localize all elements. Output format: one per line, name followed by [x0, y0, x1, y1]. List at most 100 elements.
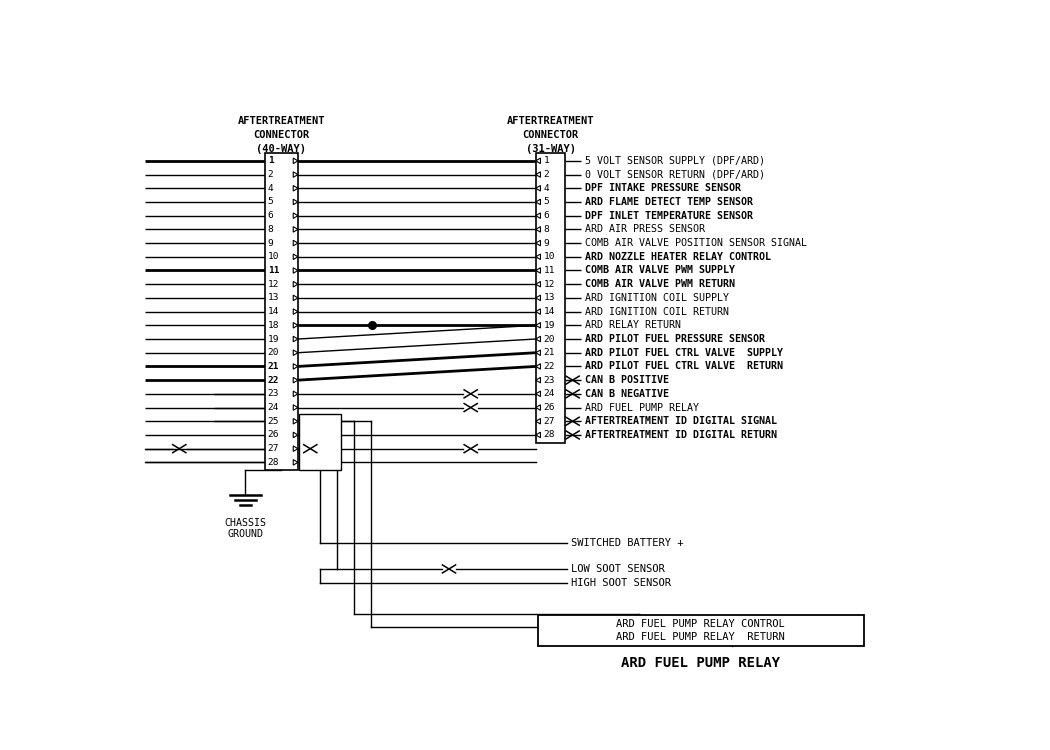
- Text: 9: 9: [544, 238, 549, 248]
- Text: 19: 19: [268, 334, 279, 344]
- Polygon shape: [536, 158, 541, 164]
- Polygon shape: [293, 336, 298, 342]
- Text: 6: 6: [544, 211, 549, 220]
- Polygon shape: [536, 377, 541, 383]
- Text: AFTERTREATMENT: AFTERTREATMENT: [507, 116, 594, 126]
- Polygon shape: [293, 296, 298, 301]
- Polygon shape: [536, 309, 541, 314]
- Text: 18: 18: [268, 321, 279, 330]
- Text: 14: 14: [544, 307, 555, 316]
- Text: 4: 4: [268, 184, 273, 193]
- Text: 2: 2: [544, 170, 549, 179]
- Text: DPF INTAKE PRESSURE SENSOR: DPF INTAKE PRESSURE SENSOR: [585, 183, 740, 194]
- Text: ARD FLAME DETECT TEMP SENSOR: ARD FLAME DETECT TEMP SENSOR: [585, 197, 753, 207]
- Text: 24: 24: [544, 389, 555, 398]
- Text: 2: 2: [268, 170, 273, 179]
- Text: 26: 26: [544, 403, 555, 412]
- Polygon shape: [536, 322, 541, 328]
- Polygon shape: [293, 213, 298, 218]
- Polygon shape: [536, 281, 541, 287]
- Text: 27: 27: [544, 417, 555, 426]
- Text: ARD FUEL PUMP RELAY: ARD FUEL PUMP RELAY: [622, 656, 780, 670]
- Polygon shape: [293, 172, 298, 177]
- Polygon shape: [293, 158, 298, 164]
- Text: HIGH SOOT SENSOR: HIGH SOOT SENSOR: [571, 578, 671, 588]
- Polygon shape: [293, 350, 298, 355]
- Text: ARD PILOT FUEL PRESSURE SENSOR: ARD PILOT FUEL PRESSURE SENSOR: [585, 334, 764, 344]
- Text: 13: 13: [268, 293, 279, 302]
- Text: 1: 1: [268, 156, 273, 165]
- Polygon shape: [536, 172, 541, 177]
- Text: 12: 12: [268, 280, 279, 289]
- Text: ARD FUEL PUMP RELAY CONTROL: ARD FUEL PUMP RELAY CONTROL: [616, 619, 785, 628]
- Polygon shape: [293, 391, 298, 397]
- Text: 28: 28: [268, 458, 279, 466]
- Text: 9: 9: [268, 238, 273, 248]
- Text: COMB AIR VALVE PWM RETURN: COMB AIR VALVE PWM RETURN: [585, 279, 735, 290]
- Text: LOW SOOT SENSOR: LOW SOOT SENSOR: [571, 564, 665, 574]
- Polygon shape: [536, 240, 541, 246]
- Polygon shape: [293, 419, 298, 424]
- Bar: [298, 413, 341, 470]
- Text: 10: 10: [268, 252, 279, 261]
- Polygon shape: [293, 432, 298, 438]
- Text: ARD AIR PRESS SENSOR: ARD AIR PRESS SENSOR: [585, 224, 705, 234]
- Text: COMB AIR VALVE POSITION SENSOR SIGNAL: COMB AIR VALVE POSITION SENSOR SIGNAL: [585, 238, 806, 248]
- Text: 1: 1: [544, 156, 549, 165]
- Text: (40-WAY): (40-WAY): [256, 144, 307, 154]
- Text: 12: 12: [544, 280, 555, 289]
- Text: 20: 20: [268, 348, 279, 357]
- Text: 24: 24: [268, 403, 279, 412]
- Text: CONNECTOR: CONNECTOR: [523, 130, 579, 140]
- Polygon shape: [536, 254, 541, 260]
- Text: 25: 25: [268, 417, 279, 426]
- Polygon shape: [536, 405, 541, 410]
- Text: ARD RELAY RETURN: ARD RELAY RETURN: [585, 320, 680, 330]
- Polygon shape: [293, 405, 298, 410]
- Text: 22: 22: [268, 376, 279, 385]
- Text: CAN B POSITIVE: CAN B POSITIVE: [585, 375, 669, 386]
- Text: 5: 5: [268, 197, 273, 206]
- Polygon shape: [536, 432, 541, 438]
- Text: AFTERTREATMENT ID DIGITAL RETURN: AFTERTREATMENT ID DIGITAL RETURN: [585, 430, 777, 440]
- Text: 8: 8: [268, 225, 273, 234]
- Polygon shape: [536, 364, 541, 369]
- Text: 5 VOLT SENSOR SUPPLY (DPF/ARD): 5 VOLT SENSOR SUPPLY (DPF/ARD): [585, 156, 764, 166]
- Text: ARD IGNITION COIL RETURN: ARD IGNITION COIL RETURN: [585, 307, 729, 316]
- Text: AFTERTREATMENT: AFTERTREATMENT: [237, 116, 324, 126]
- Text: ARD PILOT FUEL CTRL VALVE  SUPPLY: ARD PILOT FUEL CTRL VALVE SUPPLY: [585, 348, 782, 358]
- Text: 10: 10: [544, 252, 555, 261]
- Text: 27: 27: [268, 444, 279, 453]
- Text: 22: 22: [544, 362, 555, 371]
- Polygon shape: [536, 391, 541, 397]
- Text: 4: 4: [544, 184, 549, 193]
- Polygon shape: [293, 364, 298, 369]
- Text: 0 VOLT SENSOR RETURN (DPF/ARD): 0 VOLT SENSOR RETURN (DPF/ARD): [585, 170, 764, 179]
- Polygon shape: [536, 226, 541, 232]
- Bar: [536, 153, 565, 442]
- Text: (31-WAY): (31-WAY): [526, 144, 575, 154]
- Polygon shape: [293, 460, 298, 465]
- Text: 20: 20: [544, 334, 555, 344]
- Text: 23: 23: [268, 389, 279, 398]
- Polygon shape: [536, 200, 541, 205]
- Polygon shape: [293, 309, 298, 314]
- Polygon shape: [293, 240, 298, 246]
- Polygon shape: [293, 268, 298, 273]
- Polygon shape: [536, 296, 541, 301]
- Polygon shape: [293, 185, 298, 191]
- Bar: [265, 153, 298, 470]
- Polygon shape: [293, 226, 298, 232]
- Text: 26: 26: [268, 430, 279, 439]
- Text: CONNECTOR: CONNECTOR: [253, 130, 310, 140]
- Text: ARD PILOT FUEL CTRL VALVE  RETURN: ARD PILOT FUEL CTRL VALVE RETURN: [585, 362, 782, 371]
- Polygon shape: [293, 377, 298, 383]
- Polygon shape: [293, 200, 298, 205]
- Text: 8: 8: [544, 225, 549, 234]
- Polygon shape: [536, 350, 541, 355]
- Bar: [538, 615, 863, 646]
- Text: 14: 14: [268, 307, 279, 316]
- Text: 21: 21: [544, 348, 555, 357]
- Text: ARD NOZZLE HEATER RELAY CONTROL: ARD NOZZLE HEATER RELAY CONTROL: [585, 252, 771, 262]
- Text: ARD IGNITION COIL SUPPLY: ARD IGNITION COIL SUPPLY: [585, 293, 729, 303]
